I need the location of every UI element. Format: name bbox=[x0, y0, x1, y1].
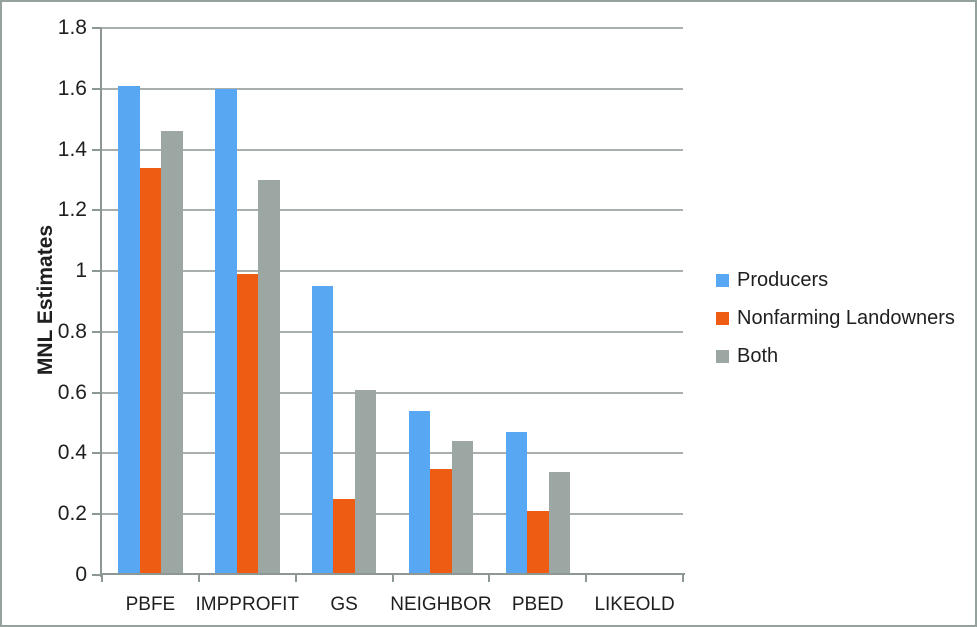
legend-swatch-producers bbox=[716, 273, 729, 287]
bar-producers-neighbor bbox=[408, 410, 431, 575]
y-tick-label: 0.4 bbox=[57, 441, 87, 465]
x-axis-tick bbox=[391, 575, 394, 582]
y-axis-tick bbox=[92, 513, 100, 516]
y-tick-label: 0 bbox=[75, 563, 87, 586]
legend-item-nonfarming-landowners: Nonfarming Landowners bbox=[716, 299, 955, 337]
y-axis-title: MNL Estimates bbox=[34, 224, 57, 376]
legend-item-producers: Producers bbox=[716, 261, 955, 299]
y-tick-label: 0.6 bbox=[57, 380, 87, 404]
y-tick-label: 1 bbox=[75, 259, 87, 283]
legend-swatch-nonfarming-landowners bbox=[716, 311, 729, 325]
bar-both-pbed bbox=[548, 471, 570, 575]
gridline bbox=[102, 209, 683, 212]
bar-producers-impprofit bbox=[215, 88, 237, 575]
bar-nonfarming-landowners-gs bbox=[333, 499, 355, 575]
plot-area bbox=[102, 27, 683, 575]
gridline bbox=[102, 452, 683, 455]
bar-both-gs bbox=[354, 389, 377, 575]
y-tick-label: 1.2 bbox=[57, 198, 87, 222]
gridline bbox=[102, 270, 683, 273]
legend: Producers Nonfarming Landowners Both bbox=[716, 261, 955, 375]
y-tick-label: 1.6 bbox=[57, 76, 87, 100]
x-axis-tick bbox=[197, 575, 200, 582]
y-tick-label: 1.4 bbox=[57, 137, 87, 161]
gridline bbox=[102, 148, 683, 151]
gridline bbox=[102, 330, 683, 333]
y-axis-tick bbox=[92, 452, 100, 455]
gridline bbox=[102, 87, 683, 90]
y-tick-label: 1.8 bbox=[57, 16, 87, 39]
x-axis-tick bbox=[585, 575, 588, 582]
legend-label: Nonfarming Landowners bbox=[737, 306, 955, 329]
bar-both-impprofit bbox=[258, 179, 280, 575]
y-axis-tick bbox=[92, 27, 100, 29]
gridline bbox=[102, 27, 683, 29]
bar-nonfarming-landowners-pbfe bbox=[139, 167, 162, 575]
y-axis-tick bbox=[92, 209, 100, 212]
bar-producers-pbed bbox=[505, 432, 527, 575]
bar-producers-pbfe bbox=[118, 85, 140, 575]
y-axis-line bbox=[100, 27, 102, 577]
legend-label: Both bbox=[737, 344, 779, 367]
x-category-label-impprofit: IMPPROFIT bbox=[195, 594, 299, 615]
y-tick-label: 0.8 bbox=[57, 319, 87, 343]
y-axis-tick bbox=[92, 391, 100, 394]
y-axis-tick bbox=[92, 270, 100, 273]
x-axis-tick bbox=[488, 575, 491, 582]
x-axis-tick bbox=[294, 575, 297, 582]
legend-swatch-both bbox=[716, 349, 729, 363]
bar-both-neighbor bbox=[451, 441, 474, 575]
bar-nonfarming-landowners-pbed bbox=[527, 511, 549, 575]
x-category-label-pbed: PBED bbox=[511, 594, 564, 615]
gridline bbox=[102, 391, 683, 394]
legend-label: Producers bbox=[737, 268, 829, 291]
y-tick-label: 0.2 bbox=[57, 502, 87, 526]
bar-nonfarming-landowners-impprofit bbox=[236, 274, 258, 575]
x-axis-line bbox=[100, 573, 685, 575]
x-axis-tick bbox=[101, 575, 103, 582]
y-axis-tick bbox=[92, 330, 100, 333]
y-axis-tick bbox=[92, 148, 100, 151]
bar-nonfarming-landowners-neighbor bbox=[430, 468, 452, 575]
bar-both-pbfe bbox=[161, 131, 183, 575]
x-category-label-likeold: LIKEOLD bbox=[594, 594, 675, 615]
x-category-label-pbfe: PBFE bbox=[125, 594, 176, 615]
legend-item-both: Both bbox=[716, 337, 955, 375]
x-axis-tick bbox=[682, 575, 684, 582]
x-category-label-neighbor: NEIGHBOR bbox=[390, 594, 492, 615]
bar-producers-gs bbox=[311, 286, 334, 575]
y-axis-tick bbox=[92, 87, 100, 90]
y-axis-tick bbox=[92, 574, 100, 576]
x-category-label-gs: GS bbox=[330, 594, 358, 615]
gridline bbox=[102, 513, 683, 516]
